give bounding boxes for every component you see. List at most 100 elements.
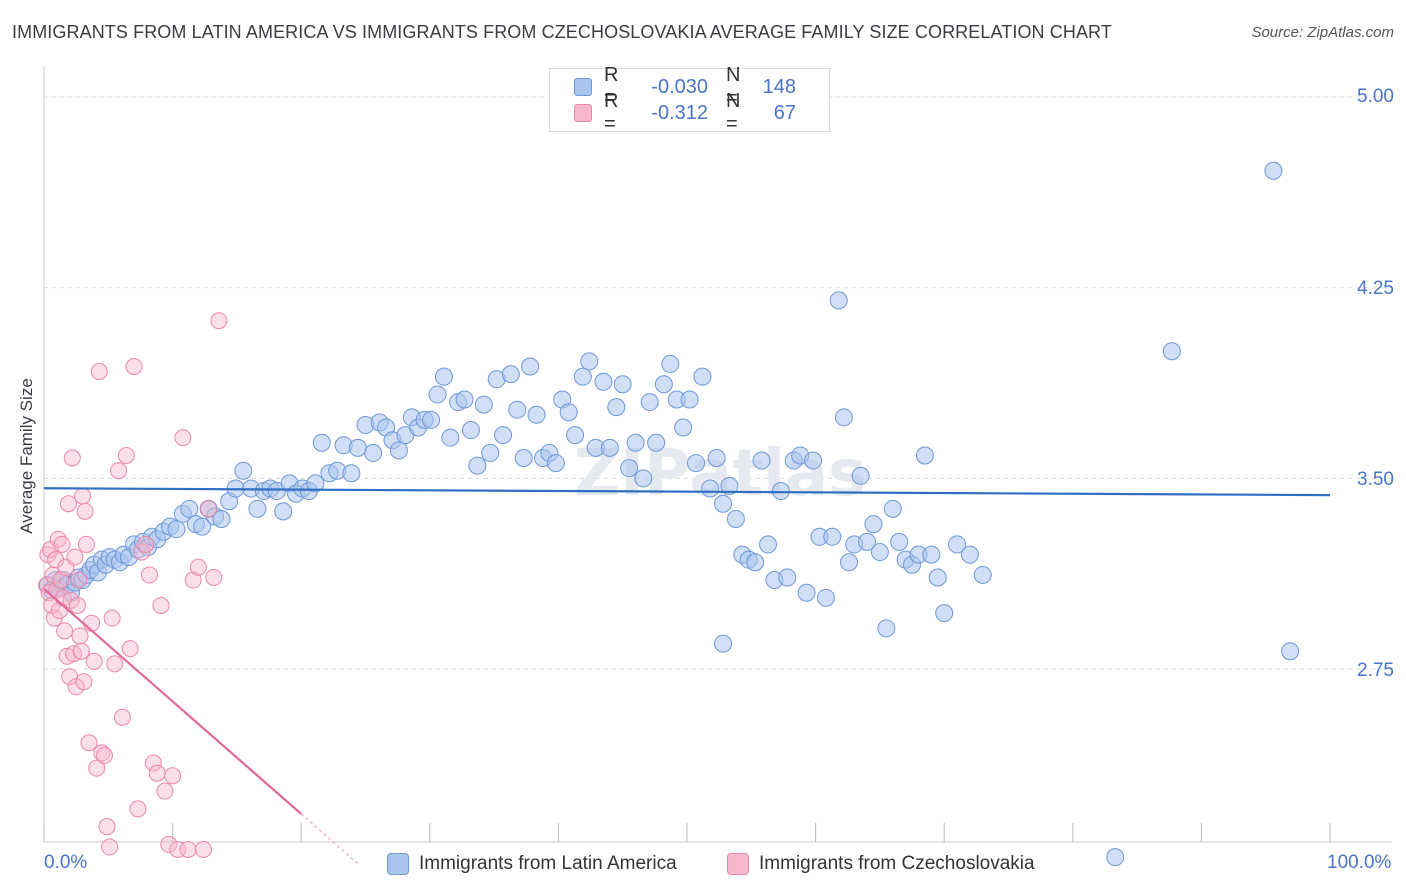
czechoslovakia-point xyxy=(85,652,103,670)
latin-america-point xyxy=(877,619,896,638)
latin-america-point xyxy=(546,454,565,473)
czechoslovakia-point xyxy=(156,782,174,800)
latin-america-point xyxy=(714,634,733,653)
czechoslovakia-point xyxy=(53,535,71,553)
bottom-legend-label: Immigrants from Czechoslovakia xyxy=(759,853,1035,874)
latin-america-point xyxy=(687,454,706,473)
latin-america-point xyxy=(501,365,520,384)
latin-america-point xyxy=(312,433,331,452)
latin-america-trendline xyxy=(43,487,1331,497)
latin-america-point xyxy=(714,494,733,513)
czechoslovakia-point xyxy=(103,609,121,627)
czechoslovakia-point xyxy=(72,642,90,660)
czechoslovakia-point xyxy=(160,835,178,853)
latin-america-point xyxy=(607,398,626,417)
czechoslovakia-point xyxy=(140,566,158,584)
czechoslovakia-point xyxy=(88,759,106,777)
latin-america-point xyxy=(816,588,835,607)
latin-america-point xyxy=(960,545,979,564)
czechoslovakia-point xyxy=(121,640,139,658)
latin-america-point xyxy=(1281,642,1300,661)
czechoslovakia-point xyxy=(68,596,86,614)
czechoslovakia-point xyxy=(210,312,228,330)
czechoslovakia-point xyxy=(129,800,147,818)
latin-america-point xyxy=(858,532,877,551)
latin-america-point xyxy=(1264,161,1283,180)
latin-america-point xyxy=(494,426,513,445)
latin-america-point xyxy=(752,451,771,470)
latin-america-point xyxy=(613,375,632,394)
latin-america-point xyxy=(455,390,474,409)
legend-n-value: 148 xyxy=(762,75,796,98)
latin-america-point xyxy=(883,499,902,518)
latin-america-point xyxy=(935,604,954,623)
latin-america-point xyxy=(640,393,659,412)
chart-title: IMMIGRANTS FROM LATIN AMERICA VS IMMIGRA… xyxy=(12,22,1112,42)
latin-america-point xyxy=(834,408,853,427)
czechoslovakia-point xyxy=(194,840,212,858)
latin-america-point xyxy=(364,443,383,462)
x-tick-label-min: 0.0% xyxy=(44,852,88,873)
czechoslovakia-point xyxy=(205,568,223,586)
latin-america-point xyxy=(626,433,645,452)
latin-america-point xyxy=(680,390,699,409)
y-tick-label: 2.75 xyxy=(1357,660,1394,681)
latin-america-point xyxy=(306,474,325,493)
latin-america-point xyxy=(167,520,186,539)
latin-america-point xyxy=(915,446,934,465)
czechoslovakia-point xyxy=(110,462,128,480)
latin-america-point xyxy=(234,461,253,480)
latin-america-point xyxy=(726,510,745,529)
latin-america-point xyxy=(594,372,613,391)
legend-r-value: -0.312 xyxy=(651,101,708,124)
latin-america-point xyxy=(527,405,546,424)
bottom-legend-czechoslovakia: Immigrants from Czechoslovakia xyxy=(727,852,1035,876)
czechoslovakia-trendline-extension xyxy=(300,813,360,866)
czechoslovakia-point xyxy=(74,487,92,505)
latin-america-point xyxy=(441,428,460,447)
latin-america-point xyxy=(701,479,720,498)
latin-america-point xyxy=(759,535,778,554)
czechoslovakia-point xyxy=(113,708,131,726)
latin-america-point xyxy=(1162,342,1181,361)
latin-america-point xyxy=(580,352,599,371)
latin-america-point xyxy=(647,433,666,452)
czechoslovakia-point xyxy=(148,764,166,782)
latin-america-point xyxy=(428,385,447,404)
latin-america-point xyxy=(514,448,533,467)
latin-america-point xyxy=(573,367,592,386)
czechoslovakia-point xyxy=(152,596,170,614)
latin-america-point xyxy=(746,553,765,572)
latin-america-point xyxy=(1106,848,1125,867)
czechoslovakia-point xyxy=(189,558,207,576)
latin-america-point xyxy=(840,553,859,572)
latin-america-point xyxy=(890,532,909,551)
latin-america-point xyxy=(348,438,367,457)
latin-america-point xyxy=(474,395,493,414)
latin-america-point xyxy=(823,527,842,546)
czechoslovakia-point xyxy=(63,449,81,467)
latin-america-point xyxy=(707,448,726,467)
latin-america-point xyxy=(521,357,540,376)
latin-america-point xyxy=(193,517,212,536)
czechoslovakia-point xyxy=(56,622,74,640)
latin-america-point xyxy=(928,568,947,587)
czechoslovakia-point xyxy=(144,754,162,772)
czechoslovakia-point xyxy=(71,627,89,645)
correlation-legend: R = -0.030 N = 148 R = -0.312 N = 67 xyxy=(549,64,830,135)
latin-america-point xyxy=(804,451,823,470)
czechoslovakia-point xyxy=(77,535,95,553)
czechoslovakia-point xyxy=(70,571,88,589)
czechoslovakia-point xyxy=(137,535,155,553)
latin-america-point xyxy=(559,403,578,422)
latin-america-point xyxy=(422,410,441,429)
y-tick-label: 4.25 xyxy=(1357,278,1394,299)
latin-america-point xyxy=(634,469,653,488)
latin-america-point xyxy=(720,476,739,495)
czechoslovakia-point xyxy=(101,838,119,856)
latin-america-point xyxy=(674,418,693,437)
czechoslovakia-point xyxy=(95,746,113,764)
czechoslovakia-point xyxy=(66,548,84,566)
legend-n-label: N = xyxy=(726,64,741,109)
latin-america-point xyxy=(212,510,231,529)
